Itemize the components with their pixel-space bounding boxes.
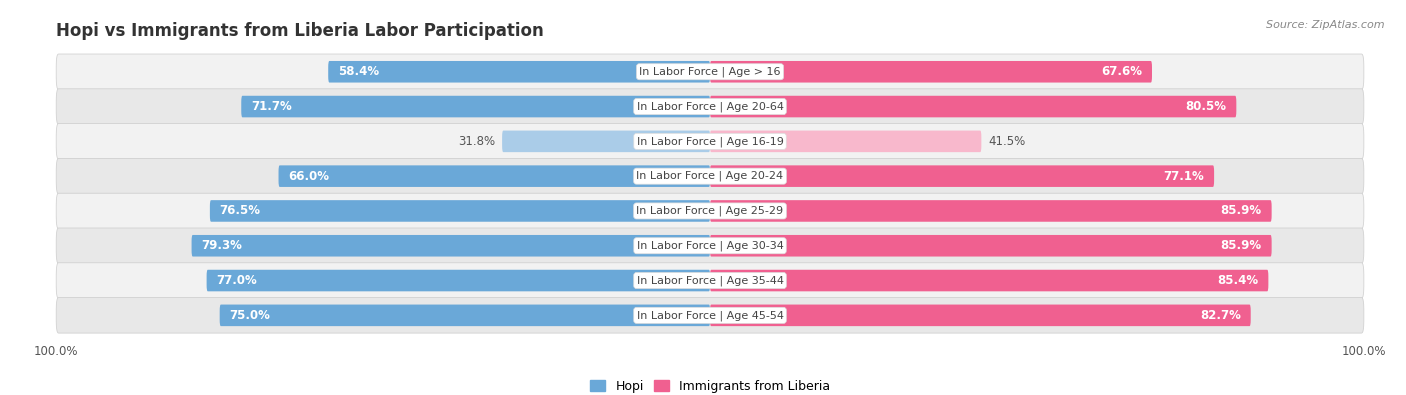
Text: 67.6%: 67.6%	[1101, 65, 1142, 78]
FancyBboxPatch shape	[710, 305, 1251, 326]
FancyBboxPatch shape	[710, 200, 1271, 222]
FancyBboxPatch shape	[56, 158, 1364, 194]
Text: In Labor Force | Age 25-29: In Labor Force | Age 25-29	[637, 206, 783, 216]
Text: 71.7%: 71.7%	[252, 100, 292, 113]
Text: 79.3%: 79.3%	[201, 239, 242, 252]
Text: 85.9%: 85.9%	[1220, 205, 1261, 218]
Text: 41.5%: 41.5%	[988, 135, 1025, 148]
FancyBboxPatch shape	[710, 96, 1236, 117]
FancyBboxPatch shape	[278, 166, 710, 187]
FancyBboxPatch shape	[219, 305, 710, 326]
FancyBboxPatch shape	[56, 124, 1364, 159]
Text: Hopi vs Immigrants from Liberia Labor Participation: Hopi vs Immigrants from Liberia Labor Pa…	[56, 22, 544, 40]
Text: Source: ZipAtlas.com: Source: ZipAtlas.com	[1267, 20, 1385, 30]
Legend: Hopi, Immigrants from Liberia: Hopi, Immigrants from Liberia	[585, 375, 835, 395]
Text: 66.0%: 66.0%	[288, 169, 329, 182]
FancyBboxPatch shape	[56, 263, 1364, 298]
Text: 76.5%: 76.5%	[219, 205, 260, 218]
Text: 77.1%: 77.1%	[1164, 169, 1205, 182]
Text: In Labor Force | Age 20-64: In Labor Force | Age 20-64	[637, 101, 783, 112]
Text: 85.4%: 85.4%	[1218, 274, 1258, 287]
Text: In Labor Force | Age 35-44: In Labor Force | Age 35-44	[637, 275, 783, 286]
Text: In Labor Force | Age 16-19: In Labor Force | Age 16-19	[637, 136, 783, 147]
Text: In Labor Force | Age 45-54: In Labor Force | Age 45-54	[637, 310, 783, 321]
FancyBboxPatch shape	[207, 270, 710, 292]
Text: 31.8%: 31.8%	[458, 135, 495, 148]
FancyBboxPatch shape	[56, 193, 1364, 229]
Text: 85.9%: 85.9%	[1220, 239, 1261, 252]
FancyBboxPatch shape	[191, 235, 710, 256]
FancyBboxPatch shape	[209, 200, 710, 222]
Text: 77.0%: 77.0%	[217, 274, 257, 287]
Text: In Labor Force | Age > 16: In Labor Force | Age > 16	[640, 66, 780, 77]
FancyBboxPatch shape	[710, 166, 1215, 187]
Text: 80.5%: 80.5%	[1185, 100, 1226, 113]
FancyBboxPatch shape	[710, 61, 1152, 83]
FancyBboxPatch shape	[710, 270, 1268, 292]
FancyBboxPatch shape	[710, 131, 981, 152]
FancyBboxPatch shape	[56, 89, 1364, 124]
FancyBboxPatch shape	[328, 61, 710, 83]
Text: In Labor Force | Age 30-34: In Labor Force | Age 30-34	[637, 241, 783, 251]
FancyBboxPatch shape	[56, 228, 1364, 263]
FancyBboxPatch shape	[56, 54, 1364, 90]
Text: In Labor Force | Age 20-24: In Labor Force | Age 20-24	[637, 171, 783, 181]
FancyBboxPatch shape	[242, 96, 710, 117]
Text: 58.4%: 58.4%	[337, 65, 380, 78]
FancyBboxPatch shape	[710, 235, 1271, 256]
FancyBboxPatch shape	[56, 297, 1364, 333]
Text: 75.0%: 75.0%	[229, 309, 270, 322]
Text: 82.7%: 82.7%	[1201, 309, 1241, 322]
FancyBboxPatch shape	[502, 131, 710, 152]
